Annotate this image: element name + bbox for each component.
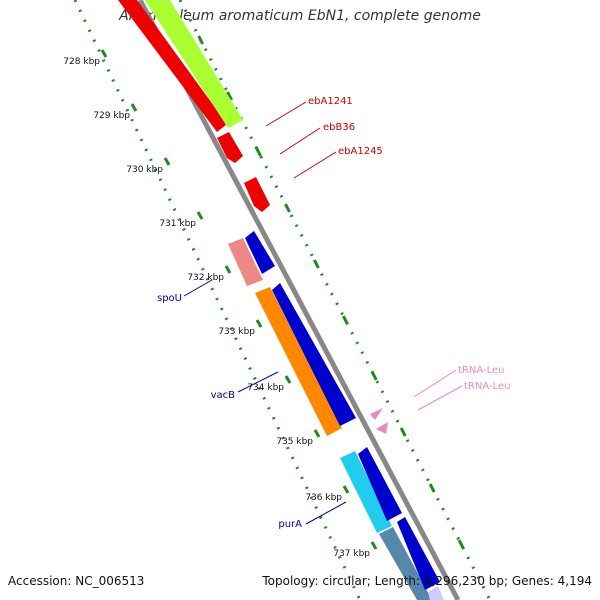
tick-mark	[224, 265, 232, 274]
inner-dotted-track	[73, 0, 362, 600]
cds-blue-4[interactable]	[397, 517, 440, 590]
tick-mark	[130, 103, 138, 112]
outer-tick-mark	[313, 259, 320, 269]
topology-label: Topology: circular; Length: 4,296,230 bp…	[262, 574, 592, 588]
tick-mark	[370, 541, 378, 550]
tick-label: 737 kbp	[333, 549, 370, 559]
tick-label: 735 kbp	[276, 437, 313, 447]
trna-1[interactable]	[370, 408, 383, 420]
outer-tick-mark	[226, 91, 233, 101]
trna-2[interactable]	[376, 422, 388, 434]
tick-label: 730 kbp	[126, 165, 163, 175]
tick-label: 734 kbp	[247, 383, 284, 393]
outer-dotted-track	[178, 0, 492, 600]
cds-features-inner[interactable]	[118, 0, 432, 600]
outer-tick-mark	[428, 483, 436, 493]
outer-tick-mark	[255, 147, 262, 157]
cds-pink[interactable]	[228, 238, 263, 286]
tick-label: 728 kbp	[63, 57, 100, 67]
cds-lime[interactable]	[145, 0, 243, 128]
tick-mark	[284, 375, 292, 384]
tick-dashes	[100, 35, 465, 550]
tick-label: 736 kbp	[305, 493, 342, 503]
cds-steel[interactable]	[379, 527, 432, 600]
tick-mark	[100, 49, 108, 58]
gene-label[interactable]: tRNA-Leu	[464, 381, 510, 392]
outer-tick-mark	[457, 539, 465, 549]
cds-blue-3[interactable]	[358, 447, 402, 521]
cds-blue-1[interactable]	[245, 231, 275, 274]
map-title: Aromatoleum aromaticum EbN1, complete ge…	[119, 8, 481, 24]
tick-label: 731 kbp	[159, 219, 196, 229]
gene-label[interactable]: ebB36	[323, 122, 355, 133]
gene-label[interactable]: vacB	[211, 390, 236, 401]
tick-mark	[163, 157, 171, 166]
gene-labels: ebA1241 ebB36 ebA1245 spoU vacB purA tRNA-Leu t…	[157, 96, 510, 530]
tick-mark	[313, 429, 321, 438]
trna-features[interactable]	[370, 408, 388, 434]
cds-red-ebA1245[interactable]	[244, 177, 270, 212]
outer-tick-mark	[284, 203, 291, 213]
label-leader-lines	[183, 101, 463, 525]
cds-red-1[interactable]	[118, 0, 227, 132]
cds-blue-2[interactable]	[272, 283, 356, 426]
gene-label[interactable]: ebA1245	[338, 146, 383, 157]
outer-tick-mark	[197, 35, 205, 45]
outer-tick-mark	[399, 427, 407, 437]
outer-tick-mark	[370, 371, 378, 381]
tick-mark	[255, 319, 263, 328]
tick-mark	[342, 485, 350, 494]
gene-label[interactable]: tRNA-Leu	[458, 365, 504, 376]
tick-labels: 728 kbp 729 kbp 730 kbp 731 kbp 732 kbp 733 k…	[63, 57, 370, 559]
gene-label[interactable]: purA	[278, 519, 302, 530]
cds-cyan-purA[interactable]	[340, 451, 392, 533]
tick-label: 729 kbp	[93, 111, 130, 121]
tick-mark	[196, 211, 204, 220]
gene-label[interactable]: spoU	[157, 293, 182, 304]
cds-orange-vacB[interactable]	[255, 287, 342, 436]
cds-lavender[interactable]	[428, 586, 444, 600]
tick-label: 732 kbp	[187, 273, 224, 283]
accession-label: Accession: NC_006513	[8, 574, 145, 588]
cds-red-ebB36[interactable]	[217, 132, 243, 163]
outer-tick-mark	[341, 315, 349, 325]
gene-label[interactable]: ebA1241	[308, 96, 353, 107]
cds-features-outer[interactable]	[145, 0, 444, 600]
tick-label: 733 kbp	[218, 327, 255, 337]
